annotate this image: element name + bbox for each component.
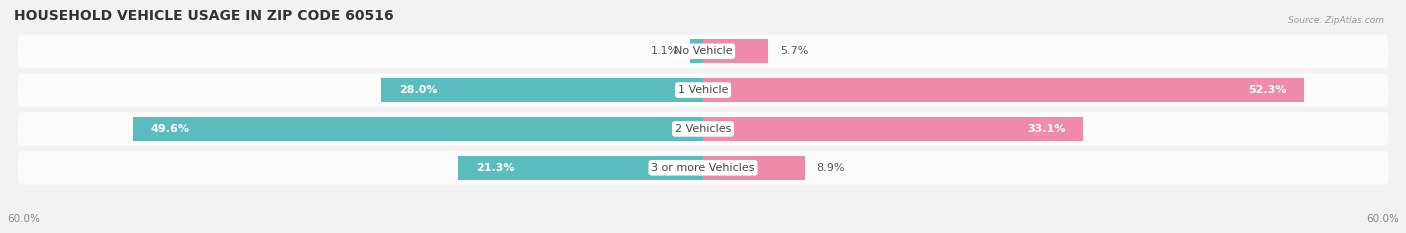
Text: 21.3%: 21.3% xyxy=(475,163,515,173)
Text: 28.0%: 28.0% xyxy=(399,85,437,95)
FancyBboxPatch shape xyxy=(17,112,1389,146)
FancyBboxPatch shape xyxy=(17,73,1389,107)
FancyBboxPatch shape xyxy=(17,151,1389,185)
Bar xyxy=(703,39,769,63)
Bar xyxy=(703,156,806,180)
Text: HOUSEHOLD VEHICLE USAGE IN ZIP CODE 60516: HOUSEHOLD VEHICLE USAGE IN ZIP CODE 6051… xyxy=(14,9,394,23)
Text: 60.0%: 60.0% xyxy=(7,214,39,224)
Text: 60.0%: 60.0% xyxy=(1367,214,1399,224)
Text: 3 or more Vehicles: 3 or more Vehicles xyxy=(651,163,755,173)
Text: 2 Vehicles: 2 Vehicles xyxy=(675,124,731,134)
FancyBboxPatch shape xyxy=(17,34,1389,68)
Text: No Vehicle: No Vehicle xyxy=(673,46,733,56)
Bar xyxy=(381,78,703,102)
Bar xyxy=(703,117,1083,141)
Text: 8.9%: 8.9% xyxy=(817,163,845,173)
Text: 5.7%: 5.7% xyxy=(780,46,808,56)
Text: Source: ZipAtlas.com: Source: ZipAtlas.com xyxy=(1288,16,1384,25)
Bar xyxy=(458,156,703,180)
Text: 52.3%: 52.3% xyxy=(1249,85,1286,95)
Text: 49.6%: 49.6% xyxy=(150,124,190,134)
Text: 1.1%: 1.1% xyxy=(651,46,679,56)
Bar xyxy=(690,39,703,63)
Bar xyxy=(134,117,703,141)
Text: 33.1%: 33.1% xyxy=(1028,124,1066,134)
Bar xyxy=(703,78,1303,102)
Text: 1 Vehicle: 1 Vehicle xyxy=(678,85,728,95)
